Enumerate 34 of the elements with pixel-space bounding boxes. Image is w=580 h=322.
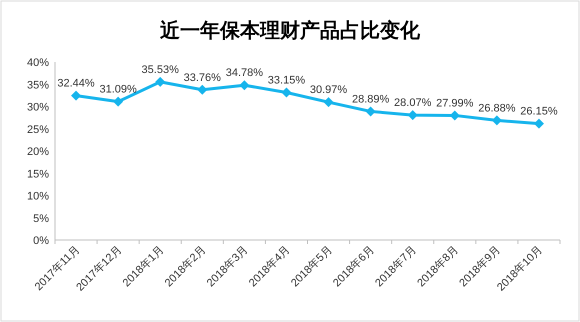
y-tick-label: 10% — [26, 190, 50, 202]
data-label: 35.53% — [142, 64, 180, 76]
point — [450, 110, 460, 120]
data-label: 31.09% — [99, 84, 137, 96]
y-tick-label: 35% — [26, 79, 50, 92]
data-label: 32.44% — [57, 78, 95, 90]
point — [113, 96, 124, 107]
data-label: 28.89% — [352, 93, 390, 106]
y-tick-label: 5% — [33, 212, 50, 225]
point — [155, 76, 166, 87]
data-label: 34.78% — [226, 67, 264, 80]
data-label: 26.88% — [478, 102, 516, 114]
data-label: 30.97% — [310, 84, 348, 96]
y-tick-label: 20% — [26, 146, 50, 158]
point — [408, 110, 418, 120]
data-label: 33.76% — [184, 72, 222, 84]
data-label: 33.15% — [268, 74, 306, 86]
point — [281, 87, 292, 98]
data-label: 28.07% — [394, 97, 432, 110]
y-tick-label: 30% — [26, 102, 50, 114]
y-tick-label: 40% — [26, 57, 50, 69]
point — [492, 115, 502, 126]
y-tick-label: 0% — [33, 235, 50, 247]
chart-title: 近一年保本理财产品占比变化 — [159, 19, 421, 42]
point — [534, 118, 544, 129]
point — [197, 84, 208, 95]
point — [366, 106, 376, 116]
y-tick-label: 25% — [26, 124, 50, 136]
data-label: 27.99% — [436, 97, 474, 110]
point — [71, 90, 82, 101]
point — [239, 80, 250, 90]
data-label: 26.15% — [520, 106, 558, 118]
y-tick-label: 15% — [26, 168, 50, 180]
point — [324, 97, 334, 108]
